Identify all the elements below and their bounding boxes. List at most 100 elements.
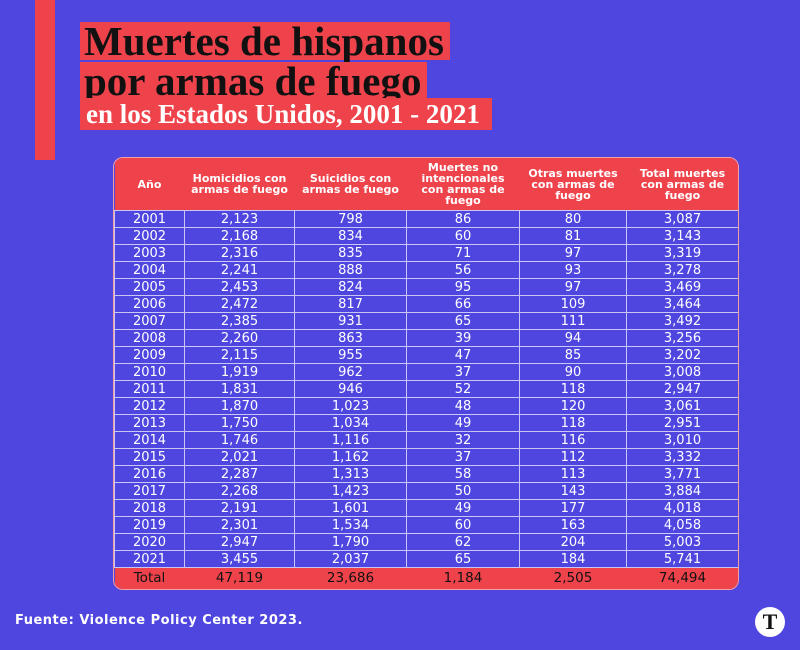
cell: 93	[519, 261, 627, 279]
row: 2012 1,870 1,023 48 120 3,061	[114, 397, 738, 415]
cell: 3,771	[626, 465, 738, 483]
cell: 86	[406, 210, 520, 228]
cell: 71	[406, 244, 520, 262]
cell: 2011	[114, 380, 185, 398]
title-line: por armas de fuego	[80, 61, 428, 102]
cell: 3,884	[626, 482, 738, 500]
cell: 2003	[114, 244, 185, 262]
cell: 3,256	[626, 329, 738, 347]
cell: 931	[294, 312, 407, 330]
cell: 49	[406, 414, 520, 432]
subtitle: en los Estados Unidos, 2001 - 2021	[80, 98, 492, 130]
cell: 97	[519, 244, 627, 262]
cell: 1,601	[294, 499, 407, 517]
cell: 2,385	[184, 312, 295, 330]
cell: 80	[519, 210, 627, 228]
cell: 112	[519, 448, 627, 466]
cell: 2004	[114, 261, 185, 279]
cell: 2,287	[184, 465, 295, 483]
row: 2020 2,947 1,790 62 204 5,003	[114, 533, 738, 551]
cell: 2019	[114, 516, 185, 534]
cell: 2015	[114, 448, 185, 466]
row: 2018 2,191 1,601 49 177 4,018	[114, 499, 738, 517]
cell: 3,061	[626, 397, 738, 415]
cell: 4,018	[626, 499, 738, 517]
cell: 52	[406, 380, 520, 398]
cell: 3,010	[626, 431, 738, 449]
table: Año Homicidios con armas de fuego Suicidio…	[114, 158, 738, 589]
column-header: Año	[114, 158, 185, 211]
cell: 2,191	[184, 499, 295, 517]
cell: 4,058	[626, 516, 738, 534]
cell: 3,143	[626, 227, 738, 245]
row: 2004 2,241 888 56 93 3,278	[114, 261, 738, 279]
cell: 37	[406, 448, 520, 466]
cell: 2021	[114, 550, 185, 568]
cell: 1,423	[294, 482, 407, 500]
cell: 2001	[114, 210, 185, 228]
cell: 2,316	[184, 244, 295, 262]
total-row: Total 47,119 23,686 1,184 2,505 74,494	[114, 567, 738, 589]
cell: 3,464	[626, 295, 738, 313]
cell: 2010	[114, 363, 185, 381]
cell: 888	[294, 261, 407, 279]
cell: 90	[519, 363, 627, 381]
accent-bar	[35, 0, 55, 160]
column-header: Suicidios con armas de fuego	[294, 158, 407, 211]
row: 2013 1,750 1,034 49 118 2,951	[114, 414, 738, 432]
row: 2017 2,268 1,423 50 143 3,884	[114, 482, 738, 500]
cell: 1,023	[294, 397, 407, 415]
total-cell: 2,505	[519, 567, 627, 589]
cell: 2007	[114, 312, 185, 330]
cell: 1,034	[294, 414, 407, 432]
cell: 95	[406, 278, 520, 296]
row: 2002 2,168 834 60 81 3,143	[114, 227, 738, 245]
cell: 143	[519, 482, 627, 500]
cell: 49	[406, 499, 520, 517]
cell: 113	[519, 465, 627, 483]
table-body: 2001 2,123 798 86 80 3,087 2002 2,168 834 60 81 3,1…	[114, 210, 738, 589]
header-row: Año Homicidios con armas de fuego Suicidio…	[114, 158, 738, 211]
table-wrap: Año Homicidios con armas de fuego Suicidio…	[113, 157, 739, 590]
title-line: Muertes de hispanos	[80, 21, 450, 62]
cell: 2,115	[184, 346, 295, 364]
row: 2008 2,260 863 39 94 3,256	[114, 329, 738, 347]
cell: 184	[519, 550, 627, 568]
cell: 50	[406, 482, 520, 500]
column-header: Total muertes con armas de fuego	[626, 158, 738, 211]
cell: 85	[519, 346, 627, 364]
cell: 163	[519, 516, 627, 534]
cell: 1,919	[184, 363, 295, 381]
cell: 834	[294, 227, 407, 245]
cell: 955	[294, 346, 407, 364]
cell: 39	[406, 329, 520, 347]
cell: 56	[406, 261, 520, 279]
cell: 60	[406, 516, 520, 534]
cell: 3,202	[626, 346, 738, 364]
row: 2010 1,919 962 37 90 3,008	[114, 363, 738, 381]
cell: 2017	[114, 482, 185, 500]
logo: T	[755, 607, 785, 637]
cell: 97	[519, 278, 627, 296]
cell: 116	[519, 431, 627, 449]
cell: 962	[294, 363, 407, 381]
source: Fuente: Violence Policy Center 2023.	[15, 613, 303, 628]
cell: 1,746	[184, 431, 295, 449]
cell: 2014	[114, 431, 185, 449]
total-cell: 23,686	[294, 567, 407, 589]
row: 2016 2,287 1,313 58 113 3,771	[114, 465, 738, 483]
cell: 109	[519, 295, 627, 313]
total-cell: 1,184	[406, 567, 520, 589]
cell: 863	[294, 329, 407, 347]
total-cell: 74,494	[626, 567, 738, 589]
cell: 2006	[114, 295, 185, 313]
cell: 2,168	[184, 227, 295, 245]
cell: 2018	[114, 499, 185, 517]
row: 2009 2,115 955 47 85 3,202	[114, 346, 738, 364]
column-header: Otras muertes con armas de fuego	[519, 158, 627, 211]
cell: 2012	[114, 397, 185, 415]
cell: 3,492	[626, 312, 738, 330]
column-header: Homicidios con armas de fuego	[184, 158, 295, 211]
cell: 177	[519, 499, 627, 517]
